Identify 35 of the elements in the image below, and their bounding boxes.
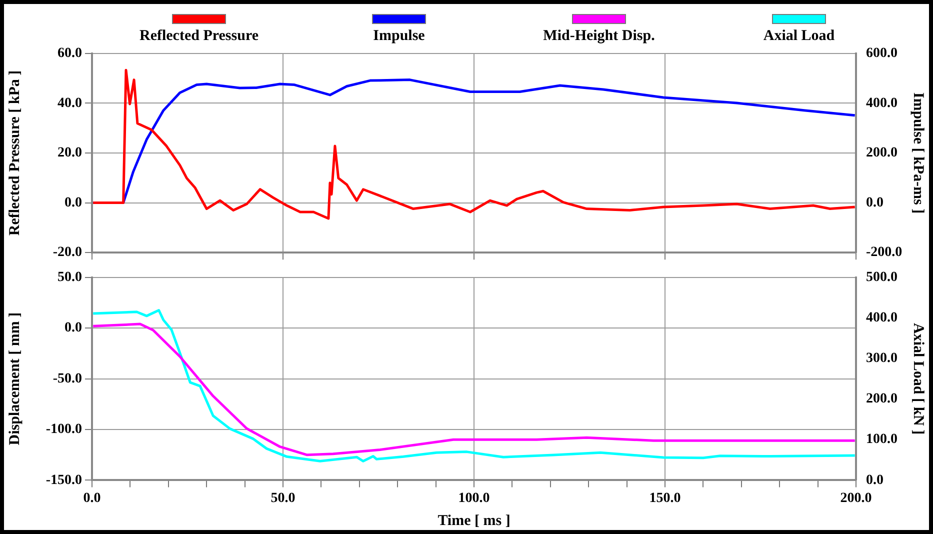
y-tick-label: -50.0 <box>52 371 82 386</box>
y-tick-label: 40.0 <box>58 96 82 111</box>
legend-label: Impulse <box>373 28 425 45</box>
legend-label: Mid-Height Disp. <box>543 28 655 45</box>
y-axis-title: Reflected Pressure [ kPa ] <box>6 70 23 236</box>
y2-tick-label: 300.0 <box>866 351 898 366</box>
y2-axis-title: Axial Load [ kN ] <box>910 322 926 435</box>
y-tick-label: 50.0 <box>58 270 82 286</box>
y-tick-label: -150.0 <box>46 472 82 488</box>
y2-tick-label: 400.0 <box>866 96 898 111</box>
x-tick-label: 50.0 <box>270 491 296 506</box>
y2-tick-label: 400.0 <box>866 310 898 326</box>
legend-label: Reflected Pressure <box>140 28 258 45</box>
x-axis-title: Time [ ms ] <box>438 512 510 529</box>
y2-tick-label: 500.0 <box>866 270 898 286</box>
y2-tick-label: 100.0 <box>866 432 898 448</box>
x-tick-label: 0.0 <box>83 491 101 506</box>
y-tick-label: -20.0 <box>52 245 82 260</box>
y-tick-label: 0.0 <box>64 320 82 336</box>
y-tick-label: 20.0 <box>58 146 82 161</box>
legend-label: Axial Load <box>763 28 835 45</box>
y-tick-label: 0.0 <box>64 195 82 210</box>
y-tick-label: -100.0 <box>46 422 82 438</box>
x-tick-label: 100.0 <box>458 491 490 506</box>
y-axis-title: Displacement [ mm ] <box>6 312 23 446</box>
y2-tick-label: -200.0 <box>866 245 902 260</box>
y2-tick-label: 200.0 <box>866 392 898 407</box>
y-tick-label: 60.0 <box>58 46 82 62</box>
y2-tick-label: 600.0 <box>866 46 898 62</box>
y2-tick-label: 0.0 <box>866 472 884 488</box>
y2-tick-label: 0.0 <box>866 195 884 210</box>
x-tick-label: 150.0 <box>649 491 681 506</box>
y2-axis-title: Impulse [ kPa-ms ] <box>910 92 926 214</box>
x-tick-label: 200.0 <box>840 491 872 506</box>
y2-tick-label: 200.0 <box>866 146 898 161</box>
